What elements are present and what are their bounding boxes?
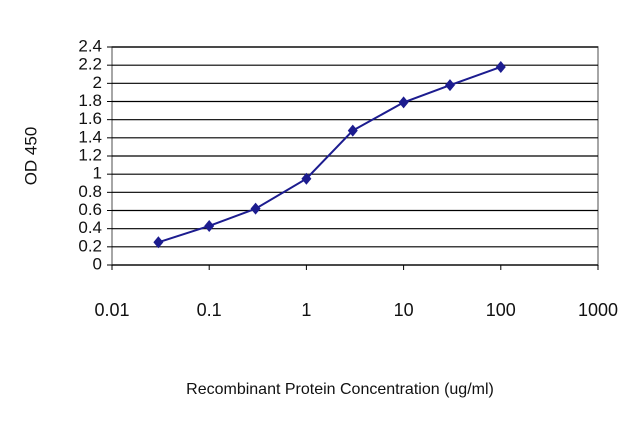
y-tick-label: 1.6: [78, 109, 102, 128]
y-tick-label: 2.2: [78, 55, 102, 74]
y-tick-label: 1.2: [78, 145, 102, 164]
y-tick-label: 0: [93, 254, 102, 273]
x-tick-label: 10: [394, 300, 414, 320]
data-point: [347, 124, 358, 137]
x-tick-label: 1000: [578, 300, 618, 320]
x-tick-label: 1: [301, 300, 311, 320]
y-tick-label: 0.8: [78, 182, 102, 201]
y-tick-label: 1: [93, 164, 102, 183]
data-point: [495, 60, 506, 73]
y-tick-label: 2: [93, 73, 102, 92]
y-tick-label: 0.6: [78, 200, 102, 219]
x-tick-label: 0.01: [94, 300, 129, 320]
data-point: [204, 219, 215, 232]
data-point: [301, 172, 312, 185]
x-axis-label: Recombinant Protein Concentration (ug/ml…: [186, 381, 494, 398]
data-point: [153, 236, 164, 249]
x-tick-label: 0.1: [197, 300, 222, 320]
data-point: [398, 96, 409, 109]
y-tick-label: 0.2: [78, 236, 102, 255]
y-tick-label: 0.4: [78, 218, 102, 237]
y-tick-label: 1.4: [78, 127, 102, 146]
y-axis-label: OD 450: [21, 127, 40, 186]
data-point: [250, 202, 261, 215]
data-point: [444, 79, 455, 92]
data-line: [158, 66, 502, 244]
y-tick-label: 1.8: [78, 91, 102, 110]
x-tick-label: 100: [486, 300, 516, 320]
y-tick-label: 2.4: [78, 36, 102, 55]
